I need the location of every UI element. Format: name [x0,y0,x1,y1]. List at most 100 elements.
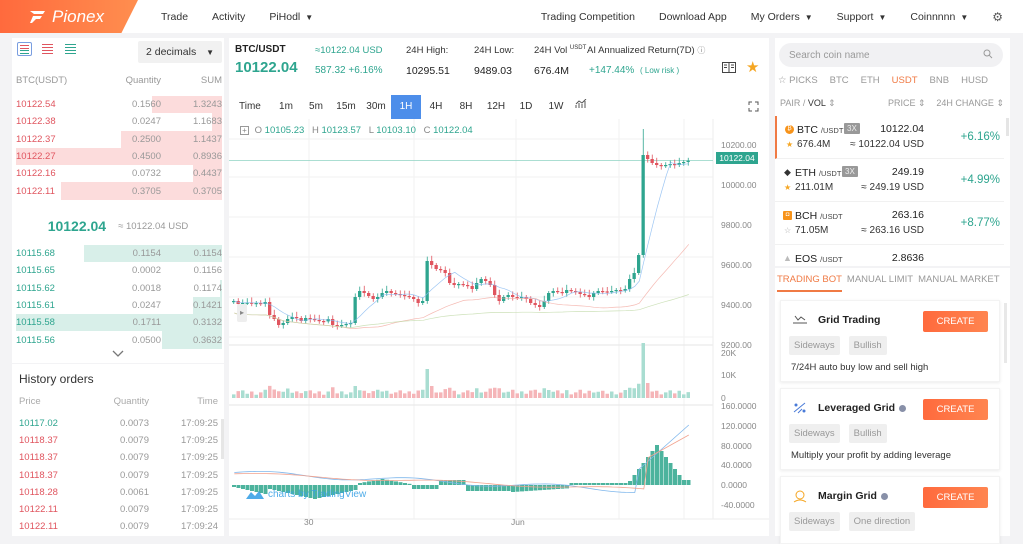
gear-icon[interactable]: ⚙ [992,9,1003,24]
timeframe-12h[interactable]: 12H [486,101,506,112]
info-icon[interactable] [880,492,888,500]
ask-row[interactable]: 10122.37 0.2500 1.1437 [16,130,222,148]
ask-row[interactable]: 10122.27 0.4500 0.8936 [16,147,222,166]
ask-row[interactable]: 10122.16 0.0732 0.4437 [16,165,222,183]
tradingview-watermark[interactable]: charts by TradingView [246,489,366,500]
timeframe-time[interactable]: Time [239,101,261,112]
market-tab-eth[interactable]: ETH [861,75,880,86]
decimals-select[interactable]: 2 decimals ▼ [138,41,222,63]
timeframe-1d[interactable]: 1D [519,101,533,112]
search-icon[interactable] [983,49,993,62]
chevron-down-icon[interactable] [112,349,124,360]
sort-price[interactable]: PRICE ⇕ [888,98,926,109]
price: 10115.65 [16,265,55,277]
bid-row[interactable]: 10115.62 0.0018 0.1174 [16,279,222,297]
price-axis-label: 10200.00 [721,140,757,150]
ask-row[interactable]: 10122.38 0.0247 1.1683 [16,113,222,131]
macd-axis-label: 160.0000 [721,401,757,411]
orderbook-bids-view-icon[interactable] [63,42,78,56]
depth-bar [219,279,222,297]
bid-row[interactable]: 10115.65 0.0002 0.1156 [16,262,222,279]
price: 10118.37 [19,452,58,464]
bot-name-text: Margin Grid [818,490,877,502]
fullscreen-icon[interactable] [748,101,759,115]
pionex-logo[interactable]: Pionex [0,0,138,33]
nav-activity[interactable]: Activity [212,10,246,23]
nav-account[interactable]: Coinnnnn ▼ [910,11,968,23]
tab-label: PICKS [789,75,818,86]
timeframe-5m[interactable]: 5m [309,101,323,112]
timeframe-30m[interactable]: 30m [366,101,386,112]
bot-tab-trading-bot[interactable]: TRADING BOT [777,274,842,292]
bid-row[interactable]: 10115.68 0.1154 0.1154 [16,245,222,263]
sort-pair-vol[interactable]: PAIR / VOL ⇕ [780,98,836,108]
sum: 0.1154 [193,248,222,260]
price: 10115.62 [16,282,55,294]
orderbook-both-view-icon[interactable] [17,42,32,56]
search-input[interactable]: Search coin name [779,43,1003,67]
info-icon[interactable]: ⓘ [697,46,706,55]
price: 10118.37 [19,469,58,481]
history-title: History orders [19,372,94,386]
timeframe-4h[interactable]: 4H [429,101,443,112]
timeframe-1m[interactable]: 1m [279,101,293,112]
nav-my-orders[interactable]: My Orders ▼ [751,11,813,23]
candlestick-chart[interactable]: 10200.00 10000.00 9800.00 9600.00 9400.00 920… [229,119,769,536]
ask-row[interactable]: 10122.54 0.1560 1.3243 [16,96,222,114]
history-scrollbar[interactable] [221,419,224,459]
market-tab-usdt[interactable]: USDT [892,75,918,86]
vol-value: 676.4M [534,65,570,77]
quantity: 0.0002 [131,265,161,277]
info-icon[interactable] [899,404,907,412]
bot-tab-manual-market[interactable]: MANUAL MARKET [918,274,1000,285]
nav-trade[interactable]: Trade [161,10,189,23]
book-icon[interactable] [722,62,736,76]
market-tab-bnb[interactable]: BNB [930,75,950,86]
create-button[interactable]: CREATE [923,487,988,508]
low-label: 24H Low: [474,45,515,56]
bot-description: 7/24H auto buy low and sell high [791,362,929,373]
favorite-star-icon[interactable]: ★ [746,59,760,76]
time: 17:09:25 [181,469,218,481]
bid-row[interactable]: 10115.56 0.0500 0.3632 [16,331,222,349]
search-placeholder: Search coin name [789,49,870,61]
market-tab-husd[interactable]: HUSD [961,75,988,86]
ask-row[interactable]: 10122.11 0.3705 0.3705 [16,182,222,200]
timeframe-15m[interactable]: 15m [336,101,356,112]
quantity: 0.1711 [132,317,161,329]
timeframe-8h[interactable]: 8H [459,101,473,112]
market-tab-btc[interactable]: BTC [830,75,849,86]
coin-row-btc[interactable]: ₿ BTC /USDT 3X ★ 676.4M 10122.04 ≈ 10122.04 US… [775,116,1004,159]
nav-support[interactable]: Support ▼ [837,11,887,23]
coin-row-bch[interactable]: ◘ BCH /USDT ☆ 71.05M 263.16 ≈ 263.16 USD +8.77… [775,202,1004,245]
market-scrollbar[interactable] [1006,118,1009,136]
nav-download-app[interactable]: Download App [659,10,727,23]
bot-scrollbar[interactable] [1004,303,1007,363]
star-outline-icon[interactable]: ☆ [784,226,792,235]
orderbook-asks-view-icon[interactable] [40,42,55,56]
market-tab-picks[interactable]: ☆ PICKS [778,75,818,86]
star-filled-icon[interactable]: ★ [786,140,794,149]
indicators-icon[interactable] [571,95,591,119]
bid-row[interactable]: 10115.58 0.1711 0.3132 [16,314,222,332]
volume: 676.4M [797,139,831,150]
nav-trading-competition[interactable]: Trading Competition [540,10,635,23]
create-button[interactable]: CREATE [923,311,988,332]
high-label: H [311,125,319,136]
timeframe-1w[interactable]: 1W [548,101,564,112]
star-filled-icon[interactable]: ★ [784,183,792,192]
timeframe-toolbar: Time 1m 5m 15m 30m 1H 4H 8H 12H 1D 1W [229,95,769,119]
create-button[interactable]: CREATE [923,399,988,420]
tag: One direction [848,512,916,531]
sum: 0.1421 [192,300,222,312]
nav-pihodl[interactable]: PiHodl ▼ [269,11,313,23]
chevron-right-icon[interactable]: ▸ [237,304,247,322]
crosshair-toggle-icon[interactable]: + [240,126,249,135]
sort-change[interactable]: 24H CHANGE ⇕ [936,98,1004,109]
price: 10122.27 [16,151,56,163]
coin-row-eth[interactable]: ◆ ETH /USDT 3X ★ 211.01M 249.19 ≈ 249.19 USD +4… [775,159,1004,202]
bid-row[interactable]: 10115.61 0.0247 0.1421 [16,296,222,315]
bot-tab-manual-limit[interactable]: MANUAL LIMIT [846,274,914,285]
timeframe-1h[interactable]: 1H [391,95,421,119]
col-quantity: Quantity [113,396,149,407]
